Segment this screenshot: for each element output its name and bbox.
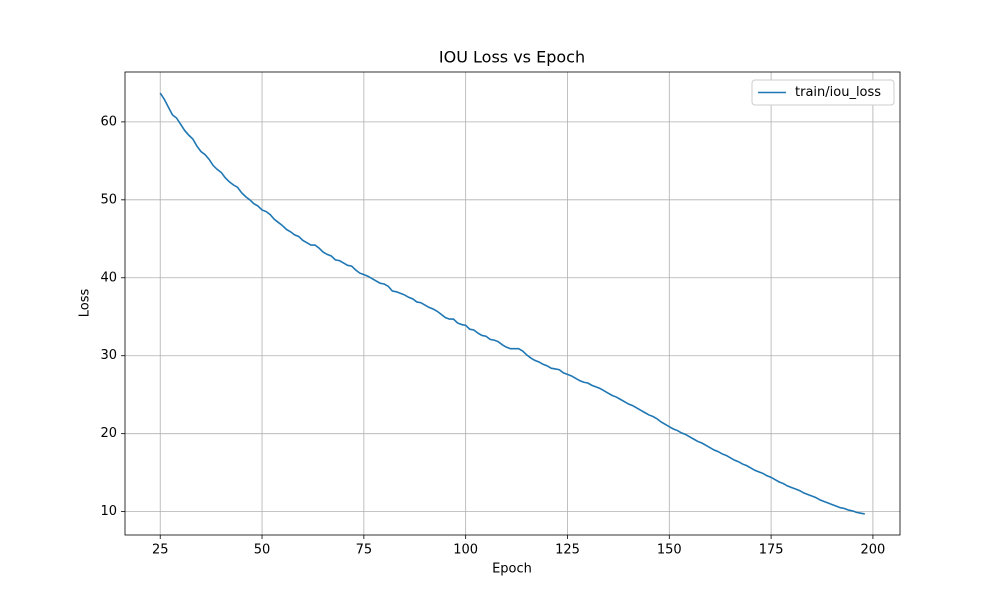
x-tick-label: 150 — [657, 543, 682, 558]
y-tick-label: 60 — [100, 114, 117, 129]
legend-label: train/iou_loss — [795, 85, 881, 100]
y-axis-label: Loss — [78, 289, 93, 318]
y-tick-label: 40 — [100, 270, 117, 285]
x-tick-label: 200 — [861, 543, 886, 558]
x-tick-label: 75 — [356, 543, 373, 558]
y-tick-label: 10 — [100, 504, 117, 519]
plot-frame — [124, 71, 901, 536]
data-line — [159, 92, 865, 515]
x-tick-label: 25 — [152, 543, 169, 558]
y-tick-label: 30 — [100, 348, 117, 363]
y-tick-label: 50 — [100, 192, 117, 207]
x-tick-label: 50 — [254, 543, 271, 558]
y-tick-label: 20 — [100, 426, 117, 441]
x-tick-label: 175 — [759, 543, 784, 558]
x-tick-label: 125 — [555, 543, 580, 558]
chart-title: IOU Loss vs Epoch — [439, 48, 585, 67]
x-axis-label: Epoch — [492, 562, 532, 577]
x-tick-label: 100 — [453, 543, 478, 558]
legend-box — [751, 79, 895, 106]
